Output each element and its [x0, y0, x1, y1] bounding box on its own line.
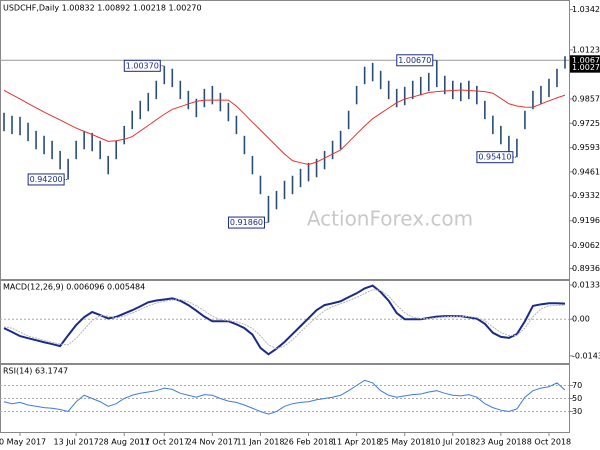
- annotation-box: [396, 54, 434, 67]
- y-tick-label: 0.00: [572, 315, 590, 324]
- y-tick-label: -0.014323: [572, 351, 600, 360]
- x-tick-label: 25 May 2018: [379, 438, 431, 447]
- y-tick-label: 1.00270: [572, 63, 600, 72]
- x-tick-label: 24 Nov 2017: [187, 438, 238, 447]
- x-tick-label: 28 Aug 2017: [99, 438, 150, 447]
- annotation-label: 0.94200: [30, 175, 63, 184]
- price-panel: [0, 0, 570, 280]
- x-tick-label: 8 Oct 2018: [527, 438, 571, 447]
- x-tick-label: 10 Jul 2018: [430, 438, 475, 447]
- annotation-box: [123, 59, 161, 72]
- y-tick-label: 1.01230: [572, 45, 600, 54]
- y-tick-label: 30: [572, 407, 582, 416]
- annotation-box: [227, 216, 265, 229]
- annotation-label: 0.95410: [478, 153, 511, 162]
- annotation-label: 1.00370: [126, 61, 159, 70]
- series-line: [3, 284, 566, 356]
- y-tick-label: 1.00670: [572, 56, 600, 65]
- x-tick-label: 11 Oct 2017: [140, 438, 189, 447]
- series-line: [3, 289, 566, 350]
- x-tick-label: 30 May 2017: [0, 438, 46, 447]
- price-box: [570, 62, 600, 73]
- annotation-box: [476, 151, 514, 164]
- y-tick-label: 1.03420: [572, 5, 600, 14]
- x-tick-label: 23 Aug 2018: [475, 438, 526, 447]
- macd-panel: [0, 280, 570, 364]
- annotation-label: 0.91860: [230, 218, 263, 227]
- y-tick-label: 0.013319: [572, 281, 600, 290]
- chart-title: USDCHF,Daily 1.00832 1.00892 1.00218 1.0…: [3, 4, 202, 13]
- watermark: ActionForex.com: [307, 207, 473, 231]
- x-tick-label: 26 Feb 2018: [284, 438, 334, 447]
- y-tick-label: 0.89365: [572, 264, 600, 273]
- rsi-title: RSI(14) 63.1747: [3, 367, 68, 376]
- macd-title: MACD(12,26,9) 0.006096 0.005484: [3, 283, 145, 292]
- x-tick-label: 11 Apr 2018: [332, 438, 381, 447]
- moving-average: [3, 89, 566, 166]
- annotation-label: 1.00670: [398, 56, 431, 65]
- series-line: [3, 379, 566, 415]
- y-tick-label: 50: [572, 394, 582, 403]
- x-tick-label: 11 Jan 2018: [236, 438, 284, 447]
- y-tick-label: 70: [572, 381, 582, 390]
- x-tick-label: 13 Jul 2017: [53, 438, 98, 447]
- price-box: [570, 55, 600, 66]
- annotation-box: [27, 173, 65, 186]
